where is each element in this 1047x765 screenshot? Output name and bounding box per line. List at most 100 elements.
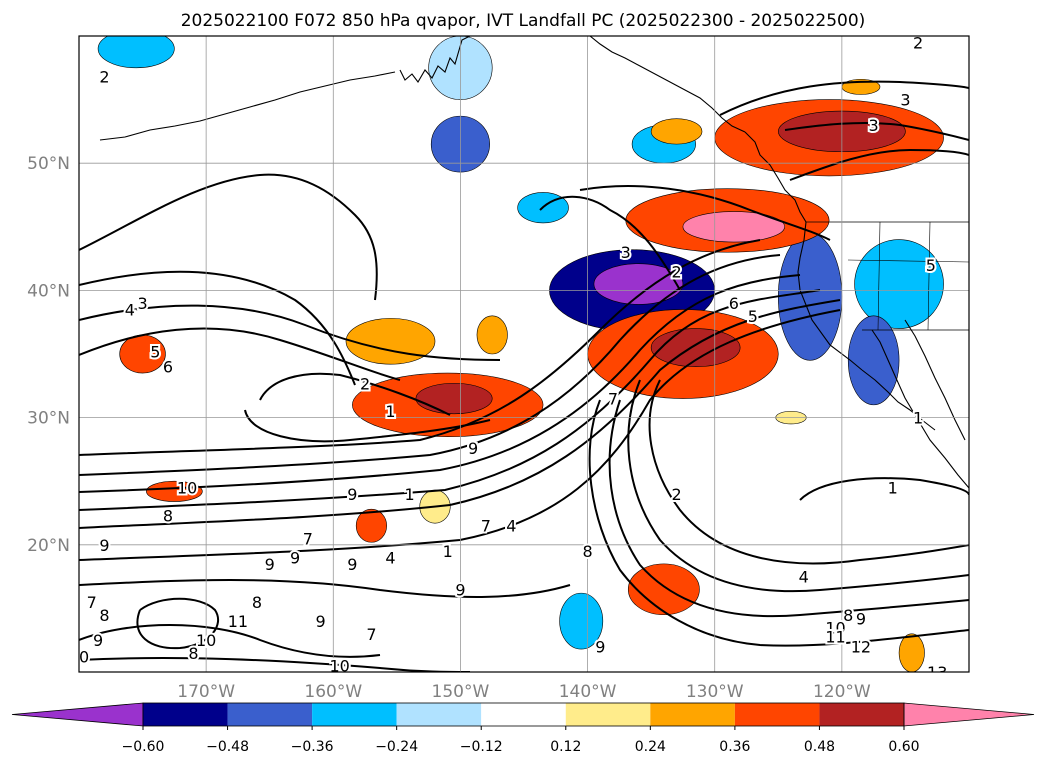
contour-label: 3 <box>869 116 879 135</box>
contour-label: 10 <box>329 657 349 676</box>
contour-label: 10 <box>69 648 89 667</box>
colorbar-tick-label: 0.12 <box>550 739 581 755</box>
border-states <box>847 221 969 331</box>
contour-line <box>79 299 841 529</box>
contour-line <box>627 379 969 593</box>
contour-label: 10 <box>177 479 197 498</box>
contour-label: 5 <box>926 256 936 275</box>
contour-line <box>79 274 801 493</box>
colorbar-tick-label: 0.24 <box>635 739 666 755</box>
ivt-contours <box>79 80 969 672</box>
shaded-region <box>650 328 741 368</box>
colorbar-segment <box>819 703 904 726</box>
map-border <box>78 35 970 673</box>
colorbar-segment <box>734 703 820 726</box>
contour-label: 2 <box>671 485 681 504</box>
contour-label: 4 <box>385 549 395 568</box>
shaded-region <box>146 480 203 502</box>
contour-label: 3 <box>137 294 147 313</box>
shaded-region <box>777 232 843 361</box>
x-tick-label: 150°W <box>432 682 490 702</box>
colorbar: −0.60 −0.48 −0.36 −0.24 −0.12 0.12 0.24 0.36 0.4… <box>11 702 1035 755</box>
shaded-region <box>854 239 944 329</box>
chart-title: 2025022100 F072 850 hPa qvapor, IVT Land… <box>181 11 866 31</box>
x-axis-ticks: 170°W 160°W 150°W 140°W 130°W 120°W <box>177 682 871 702</box>
y-tick-label: 40°N <box>27 281 70 301</box>
contour-label: 10 <box>196 631 216 650</box>
colorbar-segment <box>565 703 651 726</box>
coastline-california-south <box>861 369 936 431</box>
contour-label: 3 <box>621 243 631 262</box>
coastline-alaska-panhandle <box>589 36 746 133</box>
colorbar-outline <box>142 702 905 727</box>
x-tick-label: 170°W <box>177 682 235 702</box>
contour-label: 4 <box>799 568 809 587</box>
colorbar-tick-label: −0.36 <box>291 739 334 755</box>
contour-line <box>79 239 761 456</box>
coastlines <box>99 36 969 489</box>
shaded-region <box>355 508 387 543</box>
contour-label: 8 <box>843 606 853 625</box>
contour-line <box>608 399 969 618</box>
contour-line <box>648 379 969 565</box>
contour-label: 12 <box>851 638 871 657</box>
contour-label: 1 <box>913 409 923 428</box>
contour-label: 10 <box>825 618 845 637</box>
contour-label: 6 <box>729 294 739 313</box>
contour-line <box>719 80 969 116</box>
colorbar-segment <box>650 703 735 726</box>
contour-line <box>79 624 381 658</box>
x-tick-label: 120°W <box>813 682 871 702</box>
contour-label: 11 <box>228 612 248 631</box>
y-axis-ticks: 20°N 30°N 40°N 50°N <box>27 154 70 556</box>
colorbar-segment <box>227 703 313 726</box>
contour-label: 9 <box>315 612 325 631</box>
x-tick-label: 160°W <box>304 682 362 702</box>
contour-label: 9 <box>468 439 478 458</box>
contour-label: 9 <box>347 485 357 504</box>
shaded-region <box>898 633 925 672</box>
y-tick-label: 30°N <box>27 409 70 429</box>
contour-label: 4 <box>506 517 516 536</box>
contour-line <box>799 477 969 501</box>
contour-line <box>789 148 969 181</box>
contour-label: 7 <box>87 593 97 612</box>
contour-label: 7 <box>366 625 376 644</box>
shaded-region <box>650 118 703 145</box>
contour-label: 8 <box>188 644 198 663</box>
shaded-region <box>345 318 436 365</box>
contour-label: 8 <box>582 542 592 561</box>
contour-label: 3 <box>900 91 910 110</box>
contour-label: 11 <box>825 627 845 646</box>
contour-label: 2 <box>360 374 370 393</box>
contour-label: 9 <box>455 580 465 599</box>
contour-label: 9 <box>93 631 103 650</box>
contour-label: 7 <box>481 517 491 536</box>
gridlines <box>79 36 969 672</box>
contour-label: 4 <box>125 300 135 319</box>
coastline-alaska-west <box>399 36 471 83</box>
shaded-region <box>476 315 508 355</box>
contour-label: 9 <box>856 610 866 629</box>
contour-label: 2 <box>671 262 681 281</box>
contour-label: 8 <box>163 507 173 526</box>
contour-line <box>79 327 401 381</box>
contour-line <box>79 173 378 301</box>
contour-label: 1 <box>404 485 414 504</box>
coastline-baja <box>871 329 969 489</box>
shaded-region <box>682 211 785 243</box>
colorbar-tick-label: 0.60 <box>888 739 919 755</box>
contour-label: 6 <box>163 358 173 377</box>
coastline-aleutian-chain <box>99 71 396 141</box>
contour-label: 2 <box>913 33 923 52</box>
contour-label: 8 <box>252 593 262 612</box>
colorbar-segment <box>481 703 566 726</box>
colorbar-tick-label: −0.12 <box>460 739 503 755</box>
y-tick-label: 20°N <box>27 536 70 556</box>
colorbar-extend-high <box>903 702 1035 727</box>
contour-line <box>79 309 841 561</box>
x-tick-label: 140°W <box>559 682 617 702</box>
contour-label: 13 <box>927 663 947 682</box>
